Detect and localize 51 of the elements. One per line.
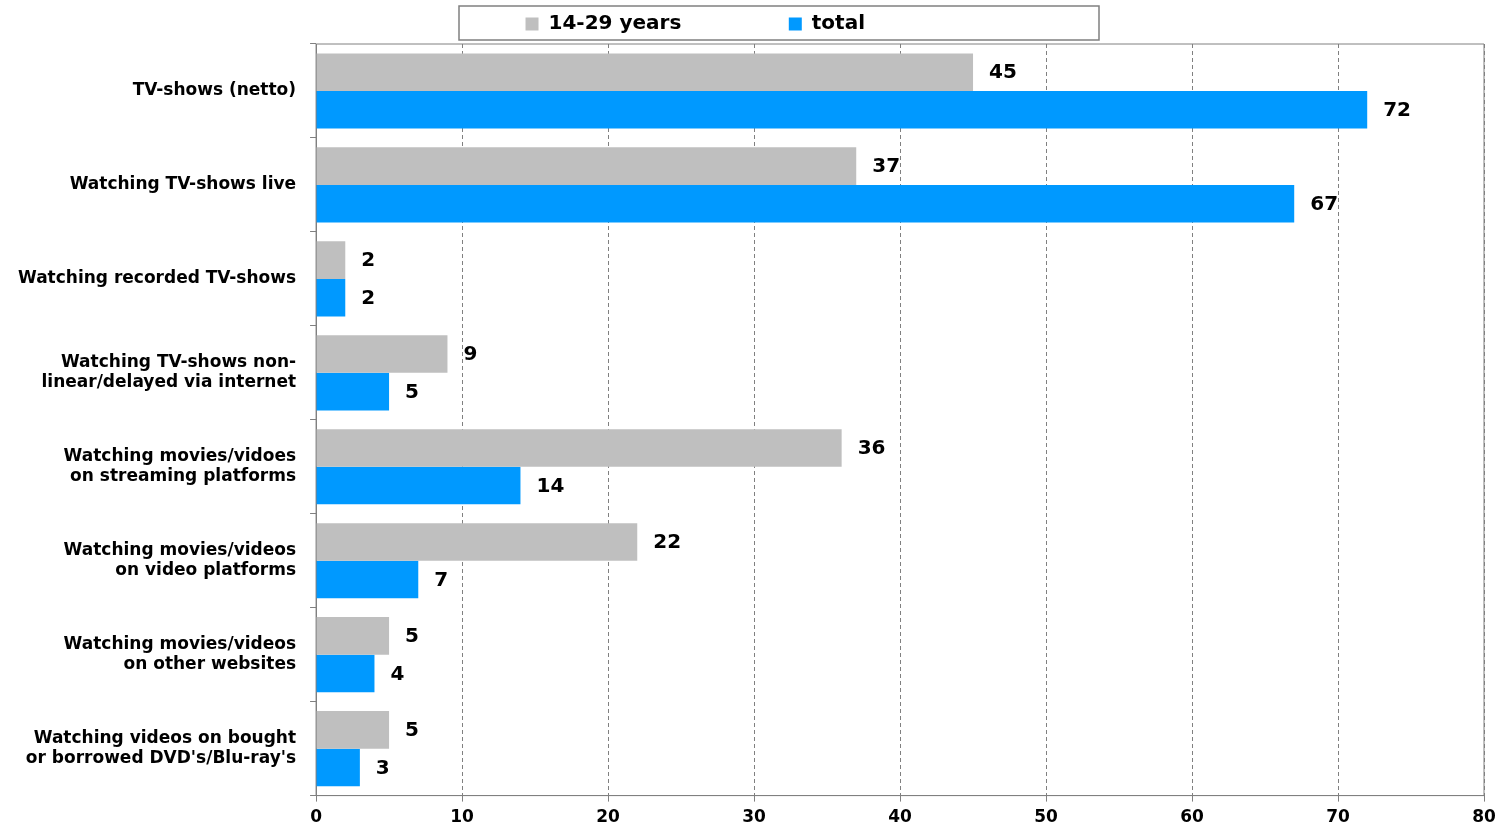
bar xyxy=(316,617,390,655)
data-label: 36 xyxy=(857,435,886,460)
x-tick-label: 80 xyxy=(1472,806,1496,827)
bar xyxy=(316,711,390,749)
y-tick-label: Watching videos on bought or borrowed DVD's/Blu-ray's xyxy=(25,726,297,768)
x-tick-label: 20 xyxy=(596,806,621,827)
data-label: 22 xyxy=(653,529,682,554)
bar xyxy=(316,147,857,185)
bar xyxy=(316,53,974,91)
bar xyxy=(316,429,842,467)
data-label: 5 xyxy=(405,623,419,648)
y-tick-label: Watching TV-shows live xyxy=(69,173,297,194)
bar xyxy=(316,560,419,599)
x-tick-label: 10 xyxy=(450,806,475,827)
bar xyxy=(316,241,346,279)
y-tick-label: TV-shows (netto) xyxy=(132,79,297,100)
data-label: 9 xyxy=(463,341,478,366)
data-label: 37 xyxy=(872,153,901,178)
bar xyxy=(316,372,390,411)
data-label: 3 xyxy=(375,754,390,779)
bar xyxy=(316,523,638,561)
x-tick-label: 0 xyxy=(310,806,323,827)
bar xyxy=(316,90,1368,129)
data-label: 5 xyxy=(405,378,419,403)
y-tick-label: Watching movies/vidoes on streaming platforms xyxy=(63,445,297,486)
x-tick-label: 30 xyxy=(742,806,767,827)
bar xyxy=(316,654,375,693)
y-tick-label: Watching movies/videos on video platforms xyxy=(63,538,297,580)
bar xyxy=(316,466,521,505)
bar xyxy=(316,335,448,373)
data-label: 67 xyxy=(1310,190,1339,215)
bar xyxy=(316,278,346,317)
y-tick-label: Watching TV-shows non-linear/delayed via internet xyxy=(41,351,297,392)
x-tick-label: 40 xyxy=(888,806,913,827)
y-tick-label: Watching recorded TV-shows xyxy=(18,267,297,288)
x-tick-label: 70 xyxy=(1326,806,1350,827)
bar xyxy=(316,748,360,787)
legend-label: 14-29 years xyxy=(548,10,779,35)
bar xyxy=(316,184,1295,223)
x-tick-label: 60 xyxy=(1180,806,1205,827)
data-label: 2 xyxy=(361,247,376,272)
data-label: 45 xyxy=(989,59,1017,84)
data-label: 14 xyxy=(536,472,565,497)
data-label: 5 xyxy=(405,717,419,742)
y-tick-label: Watching movies/videos on other websites xyxy=(63,632,297,674)
data-label: 7 xyxy=(434,566,449,591)
x-tick-label: 50 xyxy=(1034,806,1059,827)
data-label: 2 xyxy=(361,284,376,309)
data-label: 4 xyxy=(390,660,405,685)
legend-label: total xyxy=(811,10,963,35)
data-label: 72 xyxy=(1383,96,1412,121)
